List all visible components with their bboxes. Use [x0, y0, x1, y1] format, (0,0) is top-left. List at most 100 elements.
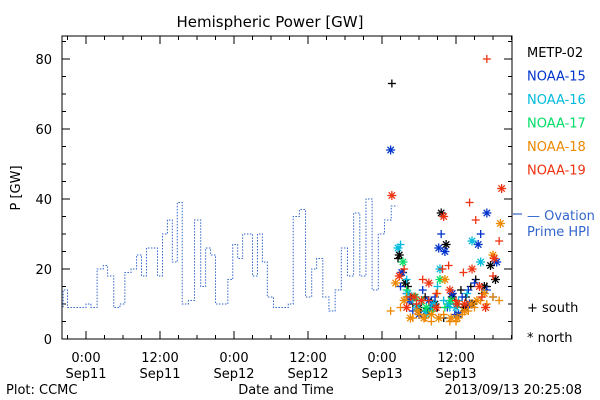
marker-south [402, 286, 411, 294]
marker-north [398, 257, 408, 267]
legend-ovation-line2: Prime HPI [527, 225, 590, 240]
x-tick-date: Sep13 [361, 367, 402, 382]
marker-north-arm [496, 219, 505, 228]
marker-south [437, 230, 446, 238]
marker-north-arm [447, 314, 455, 322]
marker-north-arm [468, 265, 476, 273]
marker-north-arm [435, 244, 443, 252]
marker-south [470, 303, 479, 312]
marker-north-arm [447, 296, 455, 305]
marker-north [416, 296, 426, 305]
marker-south [456, 286, 465, 294]
marker-north [439, 212, 449, 221]
marker-north [445, 285, 455, 295]
marker-north-arm [395, 272, 403, 280]
y-axis-label: P [GW] [9, 165, 24, 210]
marker-north-arm [425, 279, 433, 287]
marker-south [471, 275, 480, 284]
marker-south [433, 282, 442, 291]
x-tick-date: Sep11 [139, 367, 180, 382]
marker-north [489, 254, 499, 263]
marker-north [440, 247, 450, 256]
marker-north-arm [448, 289, 456, 298]
marker-north [482, 208, 492, 218]
footer-credit: Plot: CCMC [6, 383, 77, 398]
marker-north-arm [468, 237, 476, 245]
ovation-line [62, 198, 398, 312]
legend-note-south: + south [527, 301, 578, 316]
marker-south [489, 293, 497, 301]
marker-south [412, 300, 421, 308]
marker-north-arm [406, 314, 415, 322]
marker-south [424, 296, 433, 305]
marker-south [396, 282, 405, 291]
marker-north-arm [422, 303, 431, 312]
marker-south [386, 307, 395, 315]
marker-north-arm [417, 296, 426, 305]
marker-south [444, 261, 453, 270]
marker-north-arm [489, 251, 497, 259]
marker-north-arm [440, 212, 448, 221]
marker-north-arm [460, 300, 469, 308]
marker-north-arm [467, 300, 475, 308]
footer-timestamp: 2013/09/13 20:25:08 [445, 383, 582, 398]
x-tick-date: Sep13 [435, 367, 476, 382]
marker-south [489, 272, 497, 280]
marker-north-arm [401, 279, 410, 287]
marker-south [400, 265, 409, 273]
marker-north-arm [460, 307, 469, 315]
marker-north-arm [427, 310, 435, 319]
marker-north-arm [477, 258, 485, 266]
marker-south [440, 303, 449, 312]
marker-north [424, 278, 434, 288]
marker-north-arm [391, 279, 400, 287]
marker-south [439, 296, 448, 305]
marker-south [463, 289, 472, 298]
marker-south [471, 216, 480, 224]
marker-north-arm [394, 244, 402, 252]
x-tick-time: 12:00 [141, 351, 178, 366]
marker-north-arm [386, 146, 395, 154]
marker-north [402, 303, 412, 312]
marker-north-arm [453, 300, 461, 308]
marker-north [434, 313, 444, 323]
marker-south [432, 289, 441, 298]
marker-north [426, 310, 436, 319]
marker-north [399, 296, 409, 305]
marker-south [439, 310, 448, 319]
marker-south [495, 237, 504, 245]
marker-south [464, 286, 473, 294]
x-tick-date: Sep11 [65, 367, 106, 382]
marker-north-arm [414, 307, 422, 315]
marker-north-arm [437, 209, 445, 217]
marker-north [474, 282, 484, 291]
marker-south [438, 265, 447, 273]
y-tick-label: 0 [44, 333, 52, 348]
marker-south [459, 268, 468, 277]
marker-north [431, 303, 441, 312]
marker-north-arm [388, 191, 396, 200]
marker-north-arm [400, 296, 408, 305]
marker-north-arm [473, 296, 481, 305]
marker-north-arm [490, 254, 498, 263]
marker-north [391, 278, 401, 288]
marker-north [467, 236, 477, 246]
marker-north-arm [395, 251, 403, 259]
x-tick-date: Sep12 [287, 367, 328, 382]
marker-north [386, 145, 396, 155]
y-tick-label: 60 [35, 123, 52, 138]
marker-north [481, 303, 491, 312]
marker-north-arm [446, 286, 454, 294]
marker-south [482, 55, 491, 63]
x-axis: 0:00Sep1112:00Sep110:00Sep1212:00Sep120:… [65, 36, 512, 382]
x-tick-time: 0:00 [219, 351, 248, 366]
marker-south [458, 293, 467, 301]
marker-south [418, 286, 427, 294]
x-axis-label: Date and Time [238, 383, 334, 398]
marker-north [452, 313, 462, 323]
marker-north [421, 303, 431, 312]
x-tick-time: 12:00 [289, 351, 326, 366]
marker-south [402, 275, 411, 284]
legend-note-north: * north [527, 331, 573, 346]
marker-north [413, 306, 423, 316]
